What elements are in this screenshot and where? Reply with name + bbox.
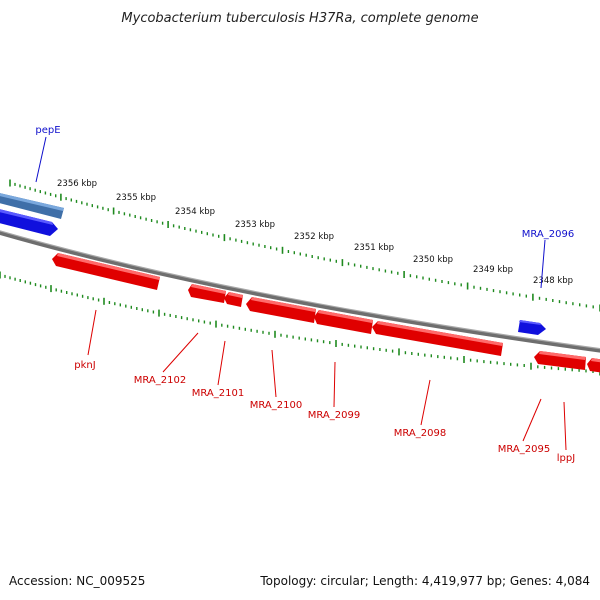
gene-MRA_2096[interactable] — [518, 320, 546, 335]
kbp-label: 2352 kbp — [294, 232, 334, 242]
gene-pepE[interactable] — [0, 192, 64, 219]
kbp-label: 2355 kbp — [116, 193, 156, 203]
gene-lppJ[interactable] — [587, 358, 600, 373]
gene-label-pknJ[interactable]: pknJ — [74, 360, 95, 371]
gene-MRA_2099[interactable] — [314, 310, 373, 334]
kbp-label: 2350 kbp — [413, 255, 453, 265]
genome-summary-text: Topology: circular; Length: 4,419,977 bp… — [260, 574, 590, 588]
gene-label-MRA_2102[interactable]: MRA_2102 — [134, 375, 186, 386]
genome-backbone-highlight — [0, 230, 600, 350]
gene-MRA_2102[interactable] — [188, 284, 226, 303]
gene-MRA_2101[interactable] — [224, 292, 243, 307]
kbp-label: 2353 kbp — [235, 220, 275, 230]
genome-backbone — [0, 230, 600, 353]
gene-labels: pepE MRA_2096 pknJ MRA_2102 MRA_2101 MRA… — [35, 125, 575, 464]
gene-label-MRA_2099[interactable]: MRA_2099 — [308, 410, 360, 421]
inner-scale-ticks — [0, 271, 600, 376]
gene-MRA_2095[interactable] — [534, 351, 586, 370]
gene-MRA_2100[interactable] — [246, 297, 316, 323]
gene-label-MRA_2098[interactable]: MRA_2098 — [394, 428, 446, 439]
gene-forward-left[interactable] — [0, 208, 58, 236]
forward-genes — [0, 192, 546, 335]
kbp-label: 2356 kbp — [57, 179, 97, 189]
gene-label-pepE[interactable]: pepE — [35, 125, 60, 136]
reverse-genes — [52, 253, 600, 373]
gene-label-MRA_2096[interactable]: MRA_2096 — [522, 229, 574, 240]
gene-label-MRA_2095[interactable]: MRA_2095 — [498, 444, 550, 455]
gene-label-lppJ[interactable]: lppJ — [557, 453, 575, 464]
accession-text: Accession: NC_009525 — [9, 574, 146, 588]
map-title: Mycobacterium tuberculosis H37Ra, comple… — [121, 11, 478, 26]
gene-label-MRA_2101[interactable]: MRA_2101 — [192, 388, 244, 399]
label-leaders — [35, 136, 567, 451]
kbp-label: 2354 kbp — [175, 207, 215, 217]
kbp-label: 2351 kbp — [354, 243, 394, 253]
gene-label-MRA_2100[interactable]: MRA_2100 — [250, 400, 302, 411]
kbp-label: 2348 kbp — [533, 276, 573, 286]
gene-pknJ[interactable] — [52, 253, 160, 290]
kbp-labels: 2356 kbp 2355 kbp 2354 kbp 2353 kbp 2352… — [57, 179, 573, 286]
gene-MRA_2098[interactable] — [372, 321, 503, 356]
outer-scale-ticks — [9, 179, 600, 312]
kbp-label: 2349 kbp — [473, 265, 513, 275]
